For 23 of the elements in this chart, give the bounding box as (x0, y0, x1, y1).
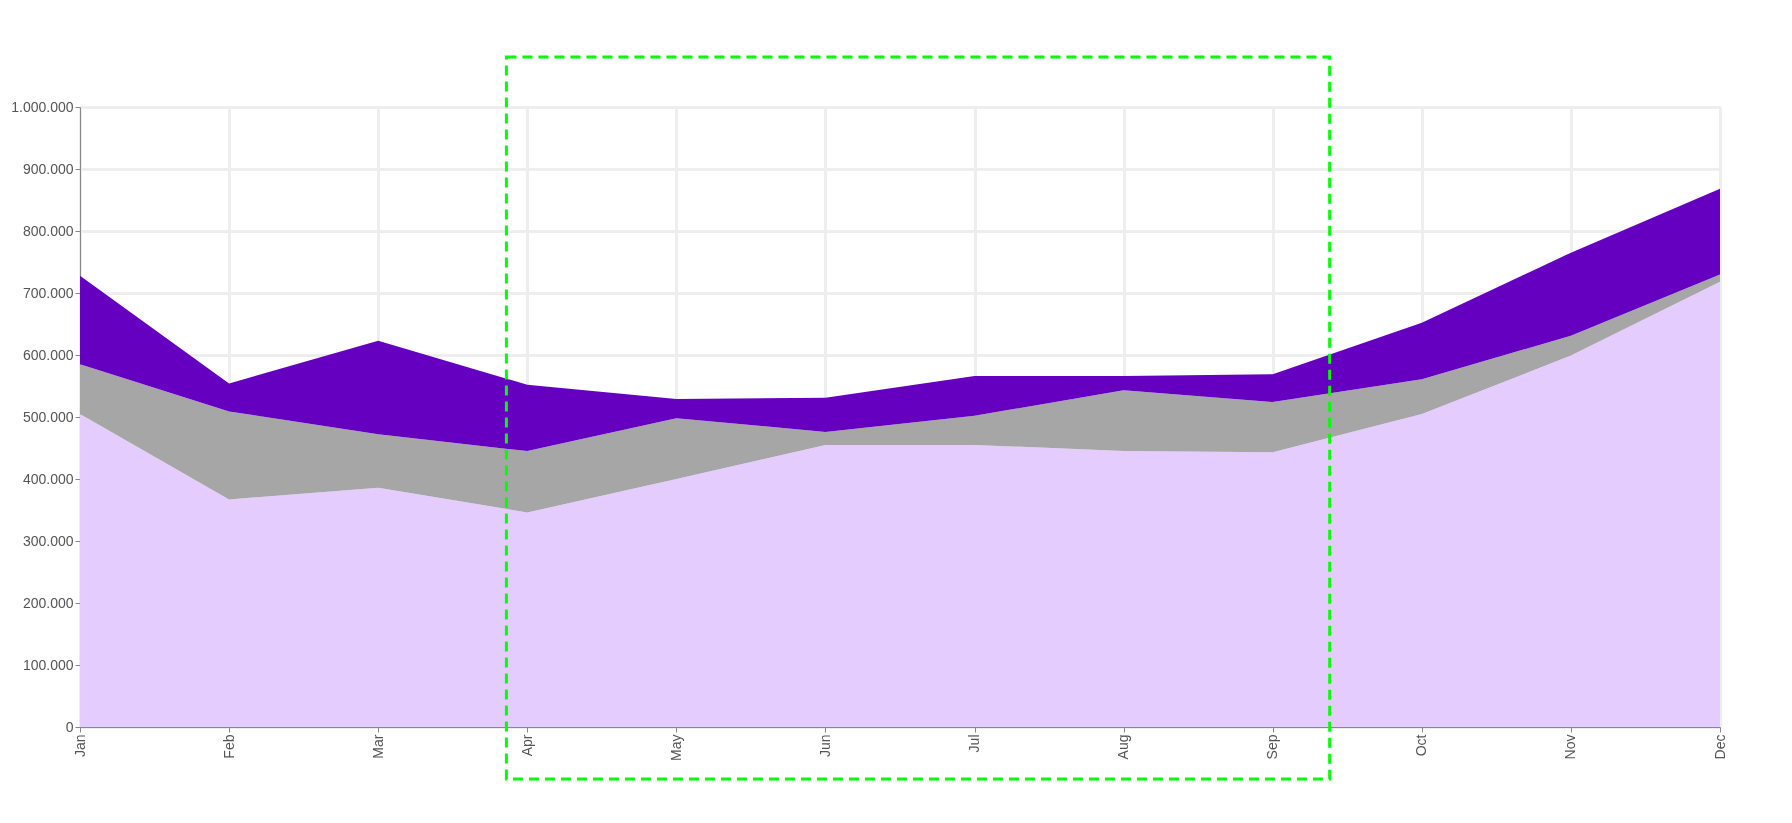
y-tick-label: 400.000 (22, 470, 74, 487)
y-tick-label: 600.000 (22, 346, 74, 363)
x-tick-label: Feb (220, 734, 237, 759)
x-tick-label: May (667, 734, 684, 761)
y-tick-label: 800.000 (22, 222, 74, 239)
x-tick-label: Sep (1264, 734, 1281, 760)
x-tick-label: Dec (1711, 734, 1728, 760)
y-tick-label: 900.000 (22, 160, 74, 177)
y-tick-label: 500.000 (22, 408, 74, 425)
y-tick-label: 100.000 (22, 656, 74, 673)
x-tick-label: Apr (518, 734, 535, 757)
x-tick-label: Oct (1413, 734, 1430, 757)
x-tick-label: Aug (1115, 734, 1132, 760)
x-tick-label: Jan (71, 734, 88, 758)
x-tick-label: Jul (966, 734, 983, 753)
y-tick-label: 300.000 (22, 532, 74, 549)
y-tick-label: 0 (65, 718, 74, 735)
y-tick-label: 200.000 (22, 594, 74, 611)
x-tick-label: Jun (816, 734, 833, 758)
x-tick-label: Nov (1562, 734, 1579, 760)
y-tick-label: 700.000 (22, 284, 74, 301)
x-tick-label: Mar (369, 734, 386, 759)
y-tick-label: 1.000.000 (11, 98, 74, 115)
